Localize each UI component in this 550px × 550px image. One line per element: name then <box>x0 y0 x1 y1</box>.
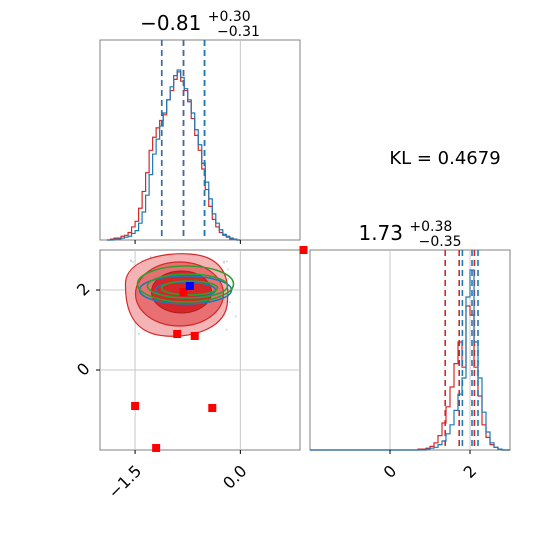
contour-green-outer <box>136 265 235 303</box>
title-param-1: −0.81 +0.30 −0.31 <box>140 2 260 40</box>
red-marker <box>179 288 188 296</box>
hist-series-2 <box>310 269 510 451</box>
red-marker <box>208 404 217 412</box>
x-tick-label: 0 <box>380 461 401 482</box>
x-tick-label: −1.5 <box>104 461 145 502</box>
sample-point <box>132 260 135 263</box>
sample-point <box>234 315 237 318</box>
title-param-1-minus: −0.31 <box>217 24 260 40</box>
sample-point <box>223 260 226 263</box>
title-param-2-value: 1.73 <box>358 221 403 245</box>
sample-point <box>228 301 231 304</box>
y-tick-label: 0 <box>73 359 94 380</box>
sample-point <box>225 260 228 263</box>
y-tick-label: 2 <box>73 279 94 300</box>
red-marker <box>152 444 161 452</box>
hist-series-2 <box>107 69 241 241</box>
sample-point <box>130 259 133 262</box>
marginal-panel-2-frame <box>309 249 511 451</box>
sample-point <box>225 328 228 331</box>
sample-point <box>149 255 152 258</box>
red-marker <box>190 332 199 340</box>
red-marker <box>173 330 182 338</box>
contour-green-middle <box>146 273 229 299</box>
title-param-2-plus: +0.38 <box>409 219 452 235</box>
marginal-panel-1 <box>107 40 241 244</box>
joint-panel: 0 2 −1.5 0.0 <box>73 246 308 502</box>
title-param-1-value: −0.81 <box>140 11 201 35</box>
marginal-panel-1-frame <box>99 39 301 241</box>
sample-point <box>226 268 229 271</box>
sample-point <box>227 277 230 280</box>
blue-marker <box>185 282 194 290</box>
kl-annotation: KL = 0.4679 <box>389 148 500 169</box>
title-param-2: 1.73 +0.38 −0.35 <box>358 212 461 250</box>
hist-series-1 <box>107 71 241 241</box>
x-tick-label: 0.0 <box>219 461 250 492</box>
title-param-2-minus: −0.35 <box>419 234 462 250</box>
title-param-1-plus: +0.30 <box>208 9 251 25</box>
sample-point <box>137 332 140 335</box>
joint-panel-frame <box>99 249 301 451</box>
x-tick-label: 2 <box>460 461 481 482</box>
red-marker <box>299 246 308 254</box>
contour-green-inner <box>160 280 219 296</box>
red-marker <box>131 402 140 410</box>
